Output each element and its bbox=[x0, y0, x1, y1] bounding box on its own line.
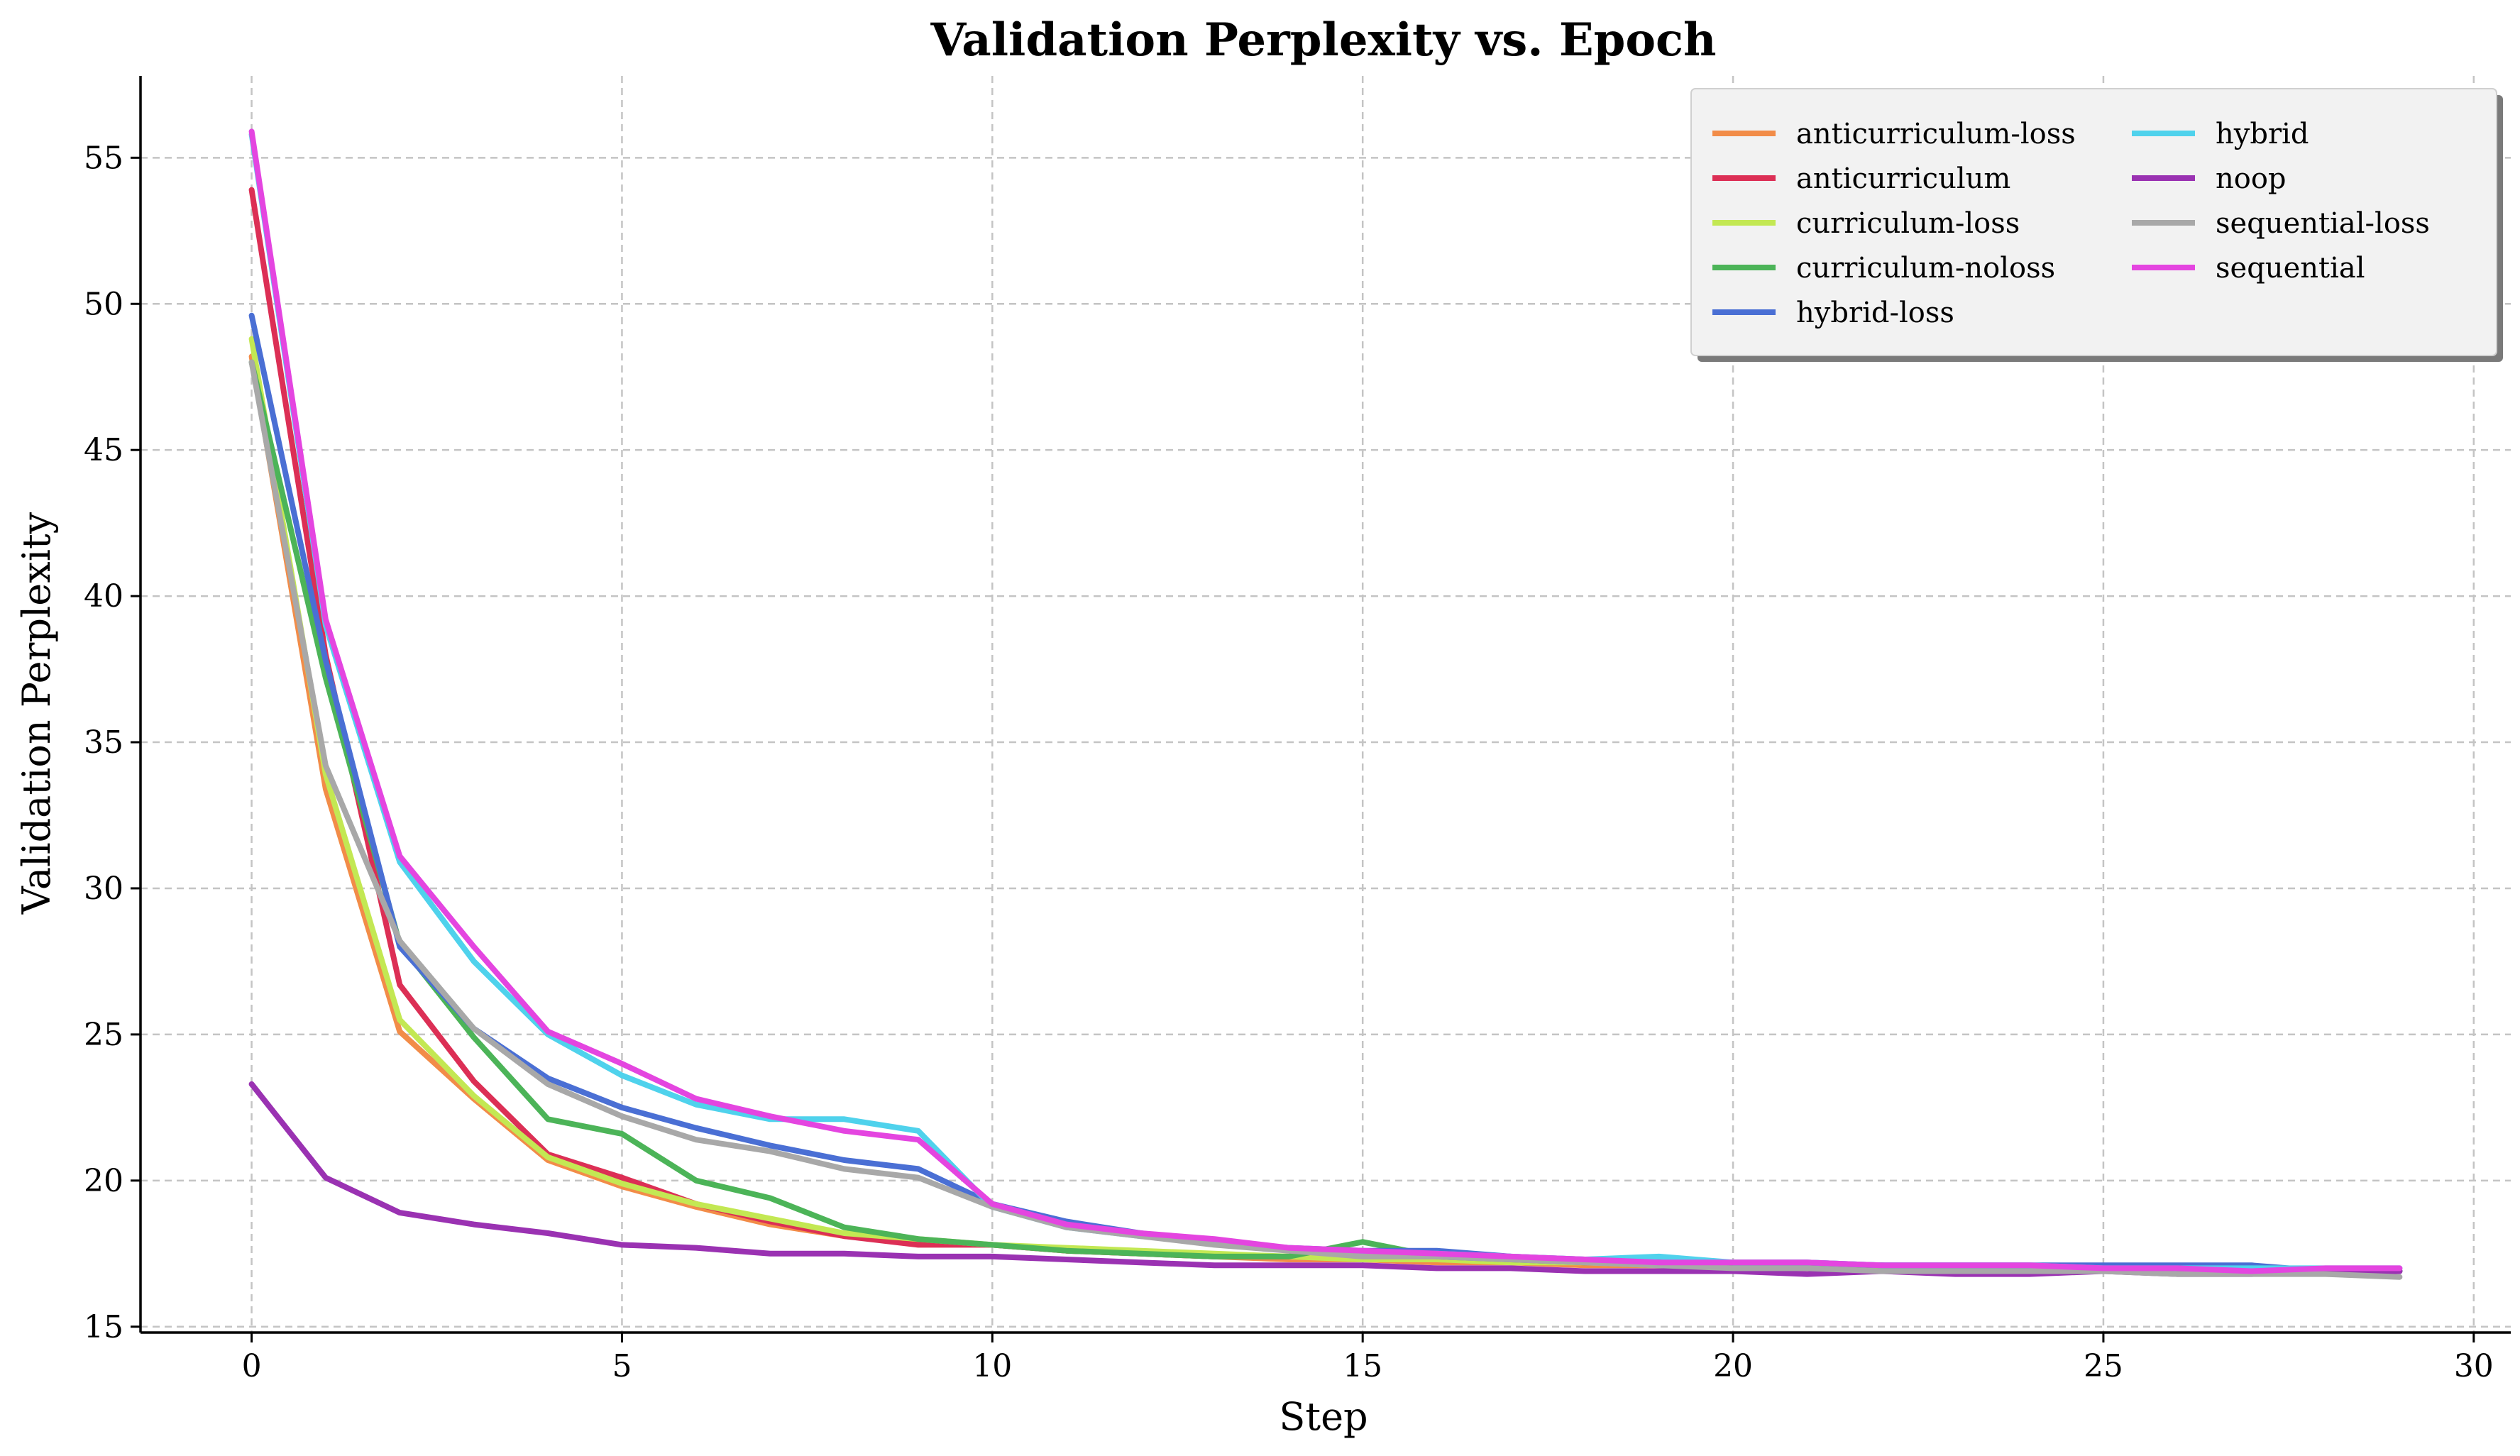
y-tick-label: 45 bbox=[84, 432, 123, 468]
legend-label: anticurriculum bbox=[1796, 162, 2010, 195]
x-tick-label: 30 bbox=[2454, 1348, 2494, 1384]
y-tick-label: 25 bbox=[84, 1017, 123, 1053]
x-axis-title: Step bbox=[1279, 1394, 1368, 1439]
chart-title: Validation Perplexity vs. Epoch bbox=[930, 13, 1716, 67]
y-tick-label: 20 bbox=[84, 1163, 123, 1199]
y-tick-label: 35 bbox=[84, 724, 123, 761]
legend-label: sequential-loss bbox=[2216, 207, 2430, 240]
x-tick-label: 5 bbox=[612, 1348, 632, 1384]
series-line-sequential-loss bbox=[248, 359, 2403, 1280]
series-line-sequential bbox=[248, 128, 2403, 1274]
y-tick-label: 30 bbox=[84, 871, 123, 907]
tick-labels: 0 5 10 15 20 25 30 15 20 25 30 35 40 45 50 55 bbox=[84, 140, 2494, 1384]
legend-label: anticurriculum-loss bbox=[1796, 118, 2076, 150]
x-tick-label: 0 bbox=[242, 1348, 262, 1384]
legend-label: curriculum-noloss bbox=[1796, 252, 2055, 285]
x-tick-label: 15 bbox=[1343, 1348, 1382, 1384]
x-tick-label: 25 bbox=[2084, 1348, 2123, 1384]
legend: anticurriculum-loss anticurriculum curricu… bbox=[1690, 88, 2503, 362]
legend-label: hybrid-loss bbox=[1796, 297, 1954, 329]
legend-box bbox=[1690, 88, 2497, 356]
y-tick-label: 55 bbox=[84, 140, 123, 176]
legend-label: hybrid bbox=[2216, 118, 2309, 150]
legend-label: curriculum-loss bbox=[1796, 207, 2020, 240]
x-tick-label: 10 bbox=[972, 1348, 1012, 1384]
y-tick-label: 15 bbox=[84, 1309, 123, 1345]
axes bbox=[131, 76, 2511, 1342]
grid bbox=[141, 76, 2511, 1333]
y-axis-title: Validation Perplexity bbox=[14, 512, 59, 915]
x-tick-label: 20 bbox=[1713, 1348, 1753, 1384]
legend-label: sequential bbox=[2216, 252, 2365, 285]
plot-series bbox=[248, 128, 2403, 1280]
y-tick-label: 50 bbox=[84, 286, 123, 322]
legend-label: noop bbox=[2216, 162, 2287, 195]
y-tick-label: 40 bbox=[84, 578, 123, 614]
